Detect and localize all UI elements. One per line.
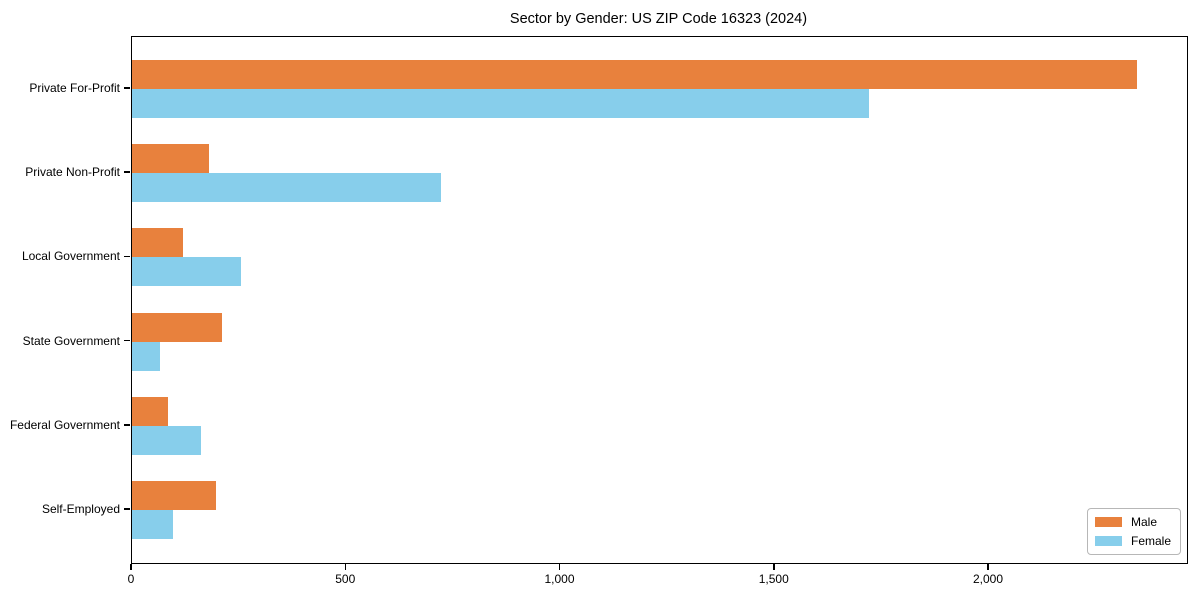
y-tick-mark	[124, 424, 130, 426]
legend-label: Male	[1130, 515, 1157, 529]
y-tick-mark	[124, 87, 130, 89]
x-tick-mark	[130, 563, 132, 570]
plot-area: Male Female	[131, 36, 1188, 564]
legend-label: Female	[1130, 534, 1171, 548]
bar-male-6	[132, 481, 216, 510]
y-tick-label: Federal Government	[9, 417, 120, 432]
legend-swatch-female	[1094, 536, 1122, 546]
x-tick-mark	[344, 563, 346, 570]
legend-entry-female: Female	[1094, 534, 1171, 548]
bar-male-2	[132, 144, 210, 174]
x-tick-mark	[558, 563, 561, 570]
bar-female-5	[132, 425, 201, 455]
y-tick-label: State Government	[22, 333, 120, 348]
bar-female-1	[132, 89, 870, 118]
bar-male-3	[132, 228, 184, 258]
bar-female-2	[132, 173, 441, 203]
bar-male-1	[132, 60, 1137, 89]
bar-male-4	[132, 312, 222, 342]
bar-female-4	[132, 341, 160, 371]
x-tick-label: 0	[127, 572, 135, 586]
y-tick-mark	[124, 339, 130, 342]
x-tick-label: 1,500	[758, 572, 789, 586]
x-tick-label: 2,000	[973, 572, 1004, 586]
bar-male-5	[132, 396, 169, 426]
x-tick-mark	[987, 563, 989, 570]
y-tick-label: Local Government	[21, 249, 120, 264]
legend-entry-male: Male	[1094, 515, 1171, 529]
y-tick-label: Private For-Profit	[29, 81, 120, 95]
x-tick-mark	[773, 563, 775, 570]
y-tick-mark	[124, 508, 130, 510]
y-tick-mark	[124, 255, 130, 258]
x-tick-label: 1,000	[544, 572, 575, 586]
y-tick-mark	[124, 171, 130, 173]
legend: Male Female	[1086, 508, 1181, 555]
x-tick-label: 500	[335, 572, 356, 586]
y-tick-label: Self-Employed	[41, 502, 120, 516]
y-tick-label: Private Non-Profit	[25, 165, 120, 180]
bar-female-6	[132, 510, 173, 539]
legend-swatch-male	[1094, 517, 1122, 527]
chart-title: Sector by Gender: US ZIP Code 16323 (202…	[509, 11, 808, 27]
bar-female-3	[132, 257, 242, 287]
